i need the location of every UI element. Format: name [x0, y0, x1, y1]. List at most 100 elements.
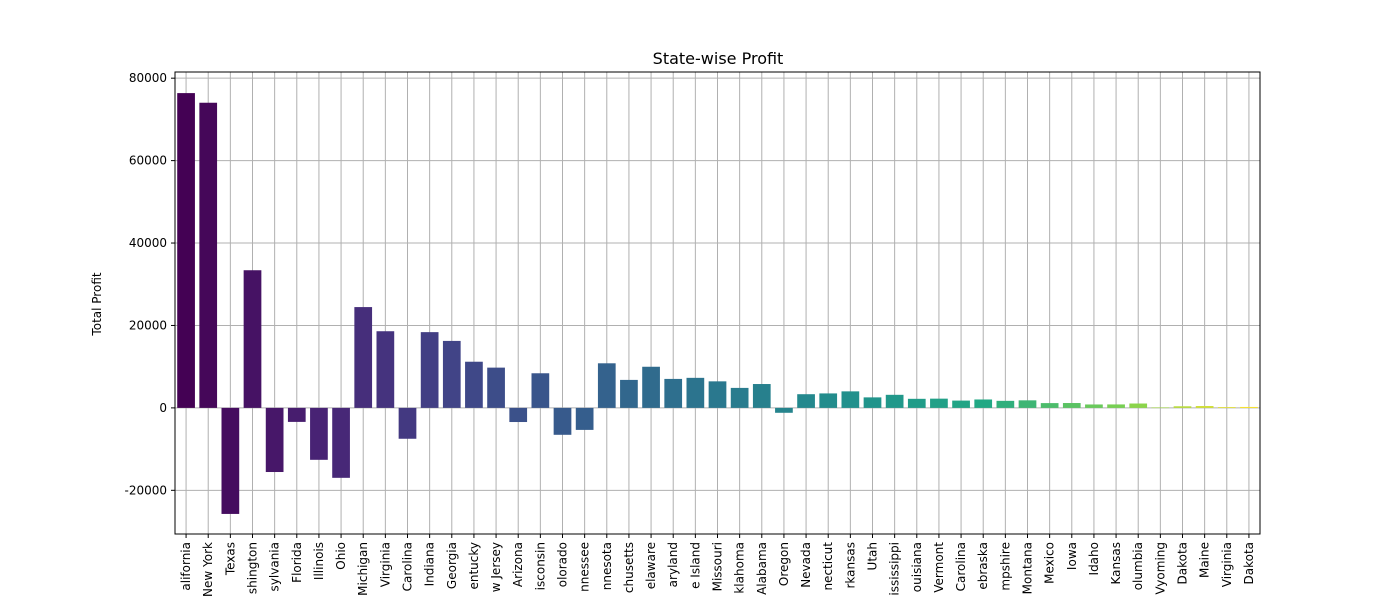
x-tick-label: Alabama: [755, 542, 769, 595]
bar-illinois: [310, 407, 328, 460]
x-tick-label: Georgia: [445, 542, 459, 589]
bar-oregon: [775, 407, 793, 413]
bar-alabama: [752, 384, 771, 408]
x-tick-label: sylvania: [268, 542, 282, 591]
bars: [177, 93, 1258, 514]
bar-massachusetts: [620, 379, 638, 408]
x-tick-label: nnessee: [578, 542, 592, 592]
x-tick-label: Iowa: [1065, 542, 1079, 570]
bar-idaho: [1085, 404, 1103, 408]
bar-wyoming: [1151, 407, 1170, 409]
bar-south-dakota: [1173, 406, 1192, 408]
bar-montana: [1018, 400, 1037, 408]
x-tick-label: Missouri: [711, 542, 725, 591]
bar-oklahoma: [730, 387, 749, 408]
x-tick-label: alifornia: [179, 542, 193, 591]
bar-kansas: [1107, 404, 1125, 408]
x-tick-label: elaware: [644, 542, 658, 589]
x-tick-label: mpshire: [998, 542, 1012, 591]
bar-south-carolina: [952, 400, 970, 408]
x-tick-label: isconsin: [533, 542, 547, 590]
y-axis-label: Total Profit: [90, 272, 104, 336]
x-tick-label: Montana: [1021, 542, 1035, 594]
bar-north-carolina: [398, 407, 417, 439]
x-tick-label: nnesota: [600, 542, 614, 590]
x-tick-label: Vyoming: [1153, 542, 1167, 595]
bar-maine: [1195, 406, 1214, 408]
x-tick-label: Virginia: [378, 542, 392, 587]
x-tick-label: Kansas: [1109, 542, 1123, 584]
bar-district-of-columbia: [1129, 403, 1148, 408]
bar-arkansas: [841, 391, 860, 408]
bar-iowa: [1062, 403, 1081, 408]
x-tick-label: Michigan: [356, 542, 370, 596]
bar-nevada: [797, 394, 815, 408]
x-tick-label: Dakota: [1242, 542, 1256, 585]
x-tick-label: Mexico: [1043, 542, 1057, 584]
bar-rhode-island: [686, 377, 705, 408]
bar-louisiana: [907, 398, 926, 408]
x-tick-label: e Island: [688, 542, 702, 589]
x-tick-label: Vermont: [932, 542, 946, 593]
x-axis-ticks: alifornia New York Texas shington sylvania Fl…: [179, 534, 1256, 597]
x-tick-label: Carolina: [401, 542, 415, 591]
bar-wisconsin: [531, 373, 550, 408]
bar-ohio: [332, 407, 350, 478]
x-tick-label: Indiana: [423, 542, 437, 586]
bar-california: [177, 93, 195, 408]
x-tick-label: necticut: [821, 542, 835, 591]
bar-new-jersey: [487, 367, 505, 408]
y-tick-label: 0: [159, 401, 167, 415]
bar-utah: [863, 397, 882, 408]
x-tick-label: entucky: [467, 542, 481, 590]
bar-new-mexico: [1040, 403, 1059, 408]
x-tick-label: rkansas: [843, 542, 857, 589]
x-tick-label: ebraska: [976, 542, 990, 590]
y-tick-label: 80000: [129, 71, 167, 85]
x-tick-label: Utah: [866, 542, 880, 570]
x-tick-label: shington: [246, 542, 260, 594]
y-axis-ticks: -20000 0 20000 40000 60000 80000: [124, 71, 175, 497]
bar-delaware: [642, 366, 660, 408]
x-tick-label: olorado: [556, 542, 570, 587]
bar-mississippi: [885, 394, 904, 408]
bar-vermont: [930, 398, 948, 408]
x-tick-label: Texas: [223, 542, 237, 576]
x-tick-label: ississippi: [888, 542, 902, 596]
bar-maryland: [664, 378, 683, 408]
bar-texas: [221, 407, 240, 514]
y-tick-label: -20000: [124, 483, 167, 497]
x-tick-label: Virginia: [1220, 542, 1234, 587]
x-tick-label: aryland: [666, 542, 680, 587]
bar-michigan: [354, 307, 373, 408]
bar-north-dakota: [1240, 406, 1258, 408]
x-tick-label: w Jersey: [489, 542, 503, 592]
chart-title: State-wise Profit: [653, 49, 784, 68]
bar-pennsylvania: [265, 407, 284, 473]
bar-virginia: [376, 331, 395, 408]
x-tick-label: Arizona: [511, 542, 525, 587]
x-tick-label: Ohio: [334, 542, 348, 570]
plot-frame: [174, 71, 1261, 535]
x-tick-label: Maine: [1198, 542, 1212, 578]
bar-new-york: [199, 102, 218, 408]
x-tick-label: Dakota: [1176, 542, 1190, 585]
bar-georgia: [442, 340, 461, 408]
bar-west-virginia: [1217, 407, 1236, 408]
x-tick-label: Oregon: [777, 542, 791, 586]
y-tick-label: 40000: [129, 236, 167, 250]
x-tick-label: ouisiana: [910, 542, 924, 592]
x-tick-label: New York: [201, 542, 215, 597]
bar-new-hampshire: [996, 400, 1015, 408]
bar-florida: [287, 407, 306, 422]
x-tick-label: Carolina: [954, 542, 968, 591]
bar-nebraska: [974, 399, 993, 408]
x-tick-label: Florida: [290, 542, 304, 583]
x-tick-label: klahoma: [733, 542, 747, 594]
x-tick-label: chusetts: [622, 542, 636, 593]
bar-arizona: [509, 407, 528, 423]
bar-indiana: [420, 332, 439, 408]
x-tick-label: Illinois: [312, 542, 326, 580]
